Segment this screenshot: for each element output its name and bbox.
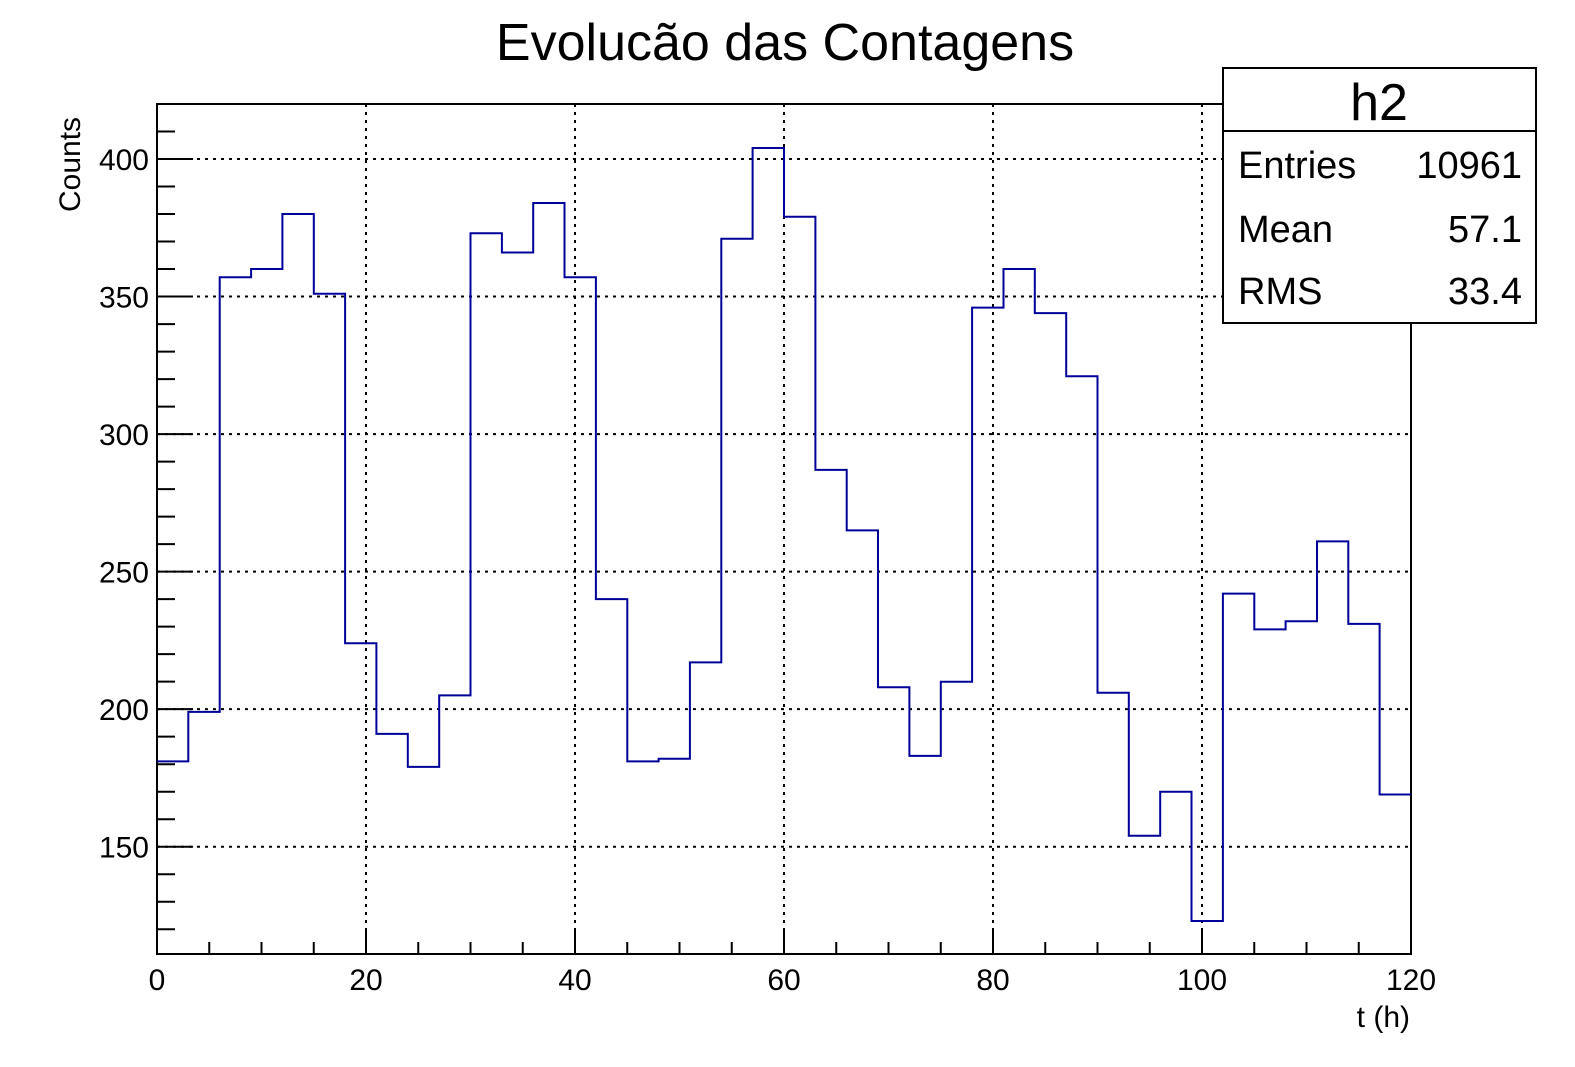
chart-title: Evolucão das Contagens — [496, 14, 1074, 72]
x-axis-ticks: 0 20 40 60 80 100 120 — [149, 930, 1436, 997]
grid-lines — [157, 104, 1411, 954]
y-tick-label: 300 — [99, 419, 149, 452]
stats-entries-value: 10961 — [1416, 145, 1522, 187]
y-tick-label: 350 — [99, 282, 149, 315]
y-axis-ticks: 150 200 250 300 350 400 — [99, 103, 193, 931]
x-axis-title: t (h) — [1357, 1001, 1410, 1034]
x-tick-label: 60 — [767, 964, 800, 997]
plot-frame — [156, 103, 1412, 955]
stats-box-frame — [1222, 67, 1537, 324]
stats-entries-label: Entries — [1238, 145, 1356, 187]
y-tick-label: 400 — [99, 144, 149, 177]
x-tick-label: 40 — [558, 964, 591, 997]
y-axis-title: Counts — [54, 117, 87, 212]
y-tick-label: 150 — [99, 832, 149, 865]
stats-rms-label: RMS — [1238, 271, 1322, 313]
stats-histogram-name: h2 — [1350, 74, 1408, 132]
stats-rms-value: 33.4 — [1448, 271, 1522, 313]
x-tick-label: 80 — [976, 964, 1009, 997]
stats-box: h2 Entries 10961 Mean 57.1 RMS 33.4 — [1222, 67, 1537, 324]
x-tick-label: 20 — [349, 964, 382, 997]
stats-mean-label: Mean — [1238, 209, 1333, 251]
x-tick-label: 120 — [1386, 964, 1436, 997]
x-tick-label: 0 — [149, 964, 166, 997]
histogram-series-line — [157, 147, 1411, 922]
y-tick-label: 200 — [99, 694, 149, 727]
x-tick-label: 100 — [1177, 964, 1227, 997]
stats-mean-value: 57.1 — [1448, 209, 1522, 251]
y-tick-label: 250 — [99, 557, 149, 590]
